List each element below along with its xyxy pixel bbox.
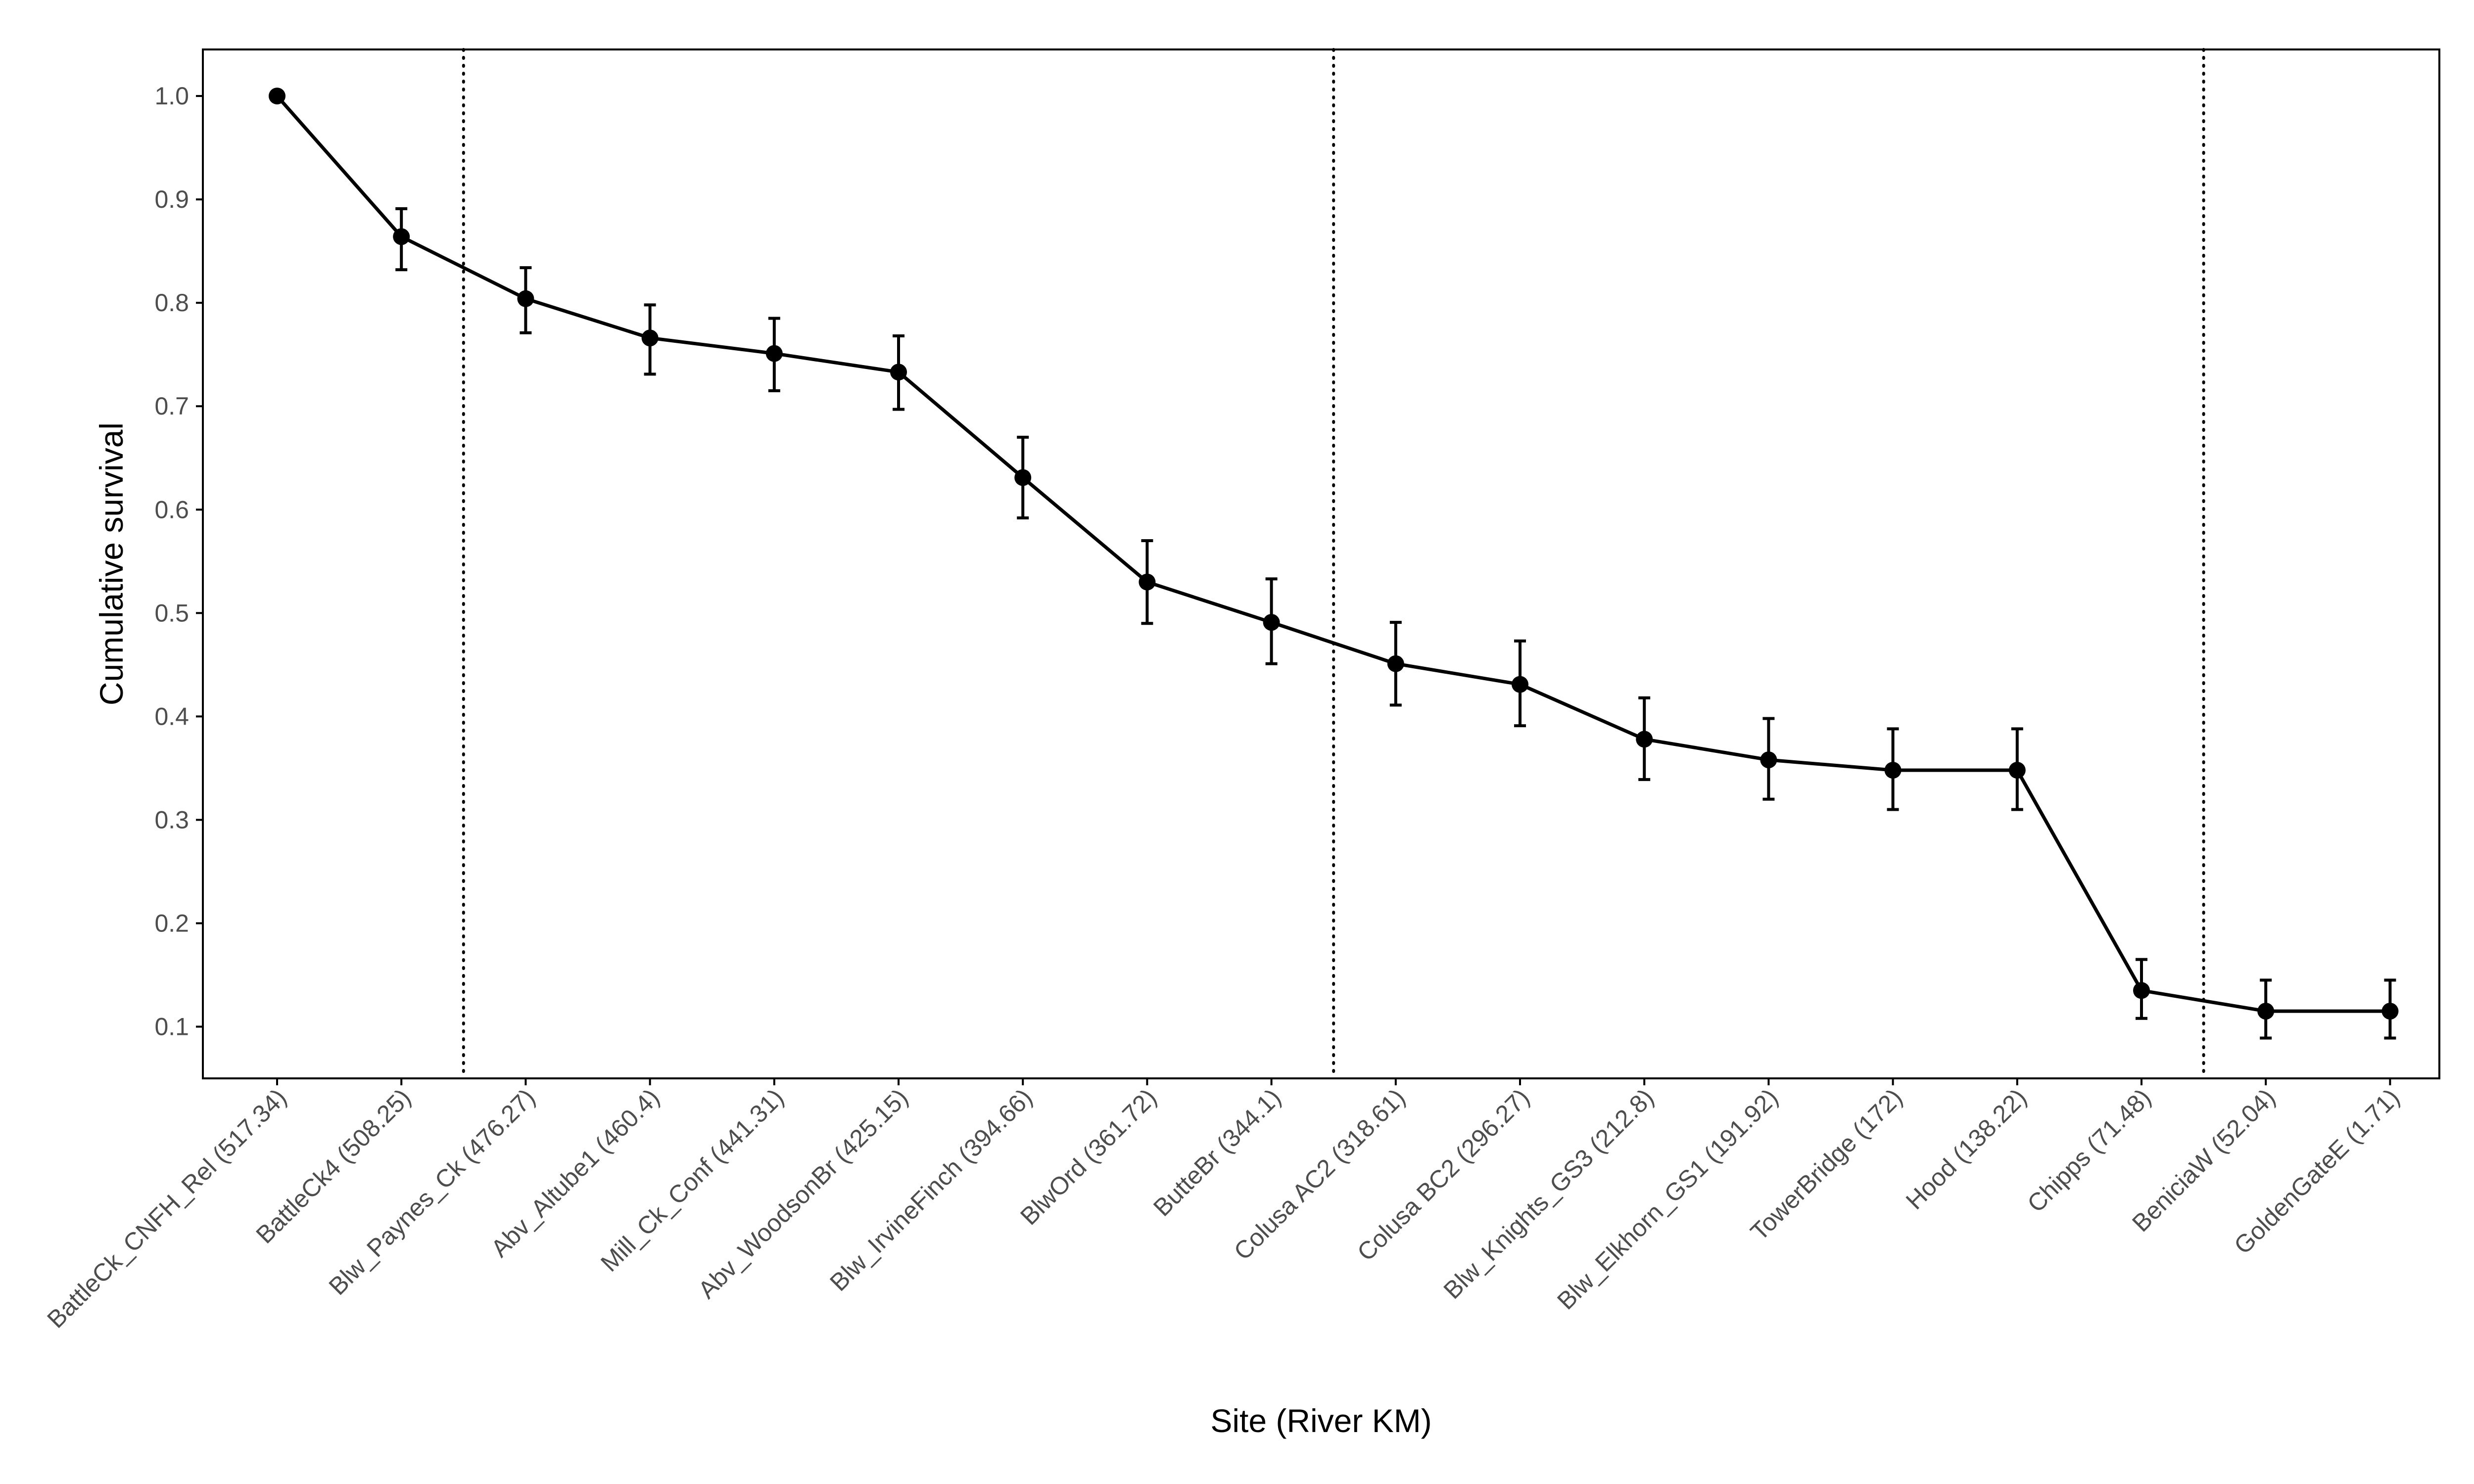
y-tick-label: 1.0: [154, 82, 189, 110]
data-point: [2133, 982, 2150, 999]
x-axis-title: Site (River KM): [1210, 1402, 1431, 1439]
data-point: [1387, 655, 1404, 672]
y-axis-title: Cumulative survival: [93, 422, 130, 705]
data-point: [393, 228, 410, 245]
data-point: [1512, 676, 1528, 693]
plot-area: [269, 48, 2399, 1080]
data-point: [517, 290, 534, 307]
y-tick-label: 0.2: [154, 909, 189, 937]
data-point: [1884, 762, 1902, 779]
y-tick-label: 0.6: [154, 496, 189, 523]
y-tick-label: 0.3: [154, 806, 189, 834]
data-point: [269, 88, 285, 105]
survival-line: [276, 94, 2390, 1013]
data-point: [2008, 762, 2026, 779]
y-tick-label: 0.5: [154, 599, 189, 627]
data-point: [1263, 614, 1280, 631]
data-point: [890, 364, 907, 381]
data-point: [1139, 573, 1156, 591]
data-point: [2381, 1003, 2399, 1020]
data-point: [641, 329, 659, 347]
y-tick-label: 0.9: [154, 186, 189, 213]
y-tick-label: 0.8: [154, 289, 189, 317]
data-point: [765, 345, 783, 362]
data-point: [2257, 1003, 2275, 1020]
data-point: [1636, 731, 1653, 748]
y-axis: 0.1 0.2 0.3 0.4 0.5 0.6 0.7 0.8 0.9 1.0: [154, 82, 203, 1040]
y-tick-label: 0.4: [154, 702, 189, 730]
data-point: [1014, 469, 1032, 486]
data-point: [1760, 751, 1777, 769]
y-tick-label: 0.1: [154, 1013, 189, 1040]
y-tick-label: 0.7: [154, 392, 189, 420]
panel-border: [202, 48, 2440, 1079]
